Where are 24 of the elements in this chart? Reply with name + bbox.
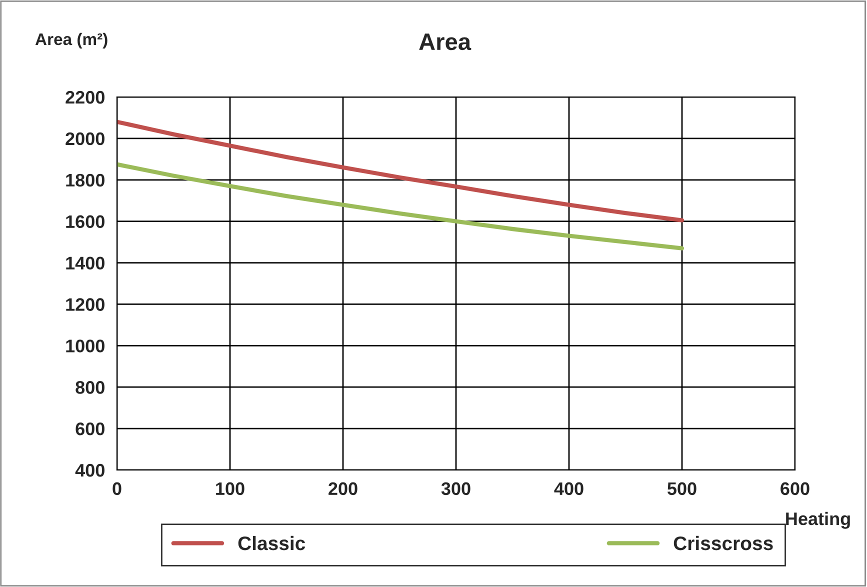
y-tick-label: 600 xyxy=(76,422,104,436)
y-tick-label: 1600 xyxy=(66,215,104,228)
line-series xyxy=(117,162,684,250)
x-tick-label: 100 xyxy=(216,482,244,496)
x-tick-label: 500 xyxy=(667,482,696,496)
y-tick-label: 2200 xyxy=(66,90,104,104)
legend-label: Crisscross xyxy=(674,536,773,550)
y-tick-label: 1000 xyxy=(66,340,104,352)
x-tick-label: 0 xyxy=(112,482,122,496)
x-axis-title: Heating xyxy=(786,512,850,529)
y-tick-label: 1800 xyxy=(66,174,104,187)
y-tick-label: 1400 xyxy=(66,256,104,270)
legend-label: Classic xyxy=(238,536,306,550)
x-tick-label: 300 xyxy=(441,482,470,496)
chart-title: Area xyxy=(419,34,472,50)
line-series xyxy=(117,120,684,222)
x-tick-label: 200 xyxy=(328,482,358,496)
x-tick-label: 600 xyxy=(780,482,810,496)
y-axis-title: Area (m²) xyxy=(35,32,108,48)
y-tick-label: 400 xyxy=(75,464,104,477)
y-tick-label: 2000 xyxy=(66,132,104,146)
y-tick-label: 800 xyxy=(76,381,104,394)
y-tick-label: 1200 xyxy=(66,298,104,311)
x-tick-label: 400 xyxy=(554,482,584,496)
